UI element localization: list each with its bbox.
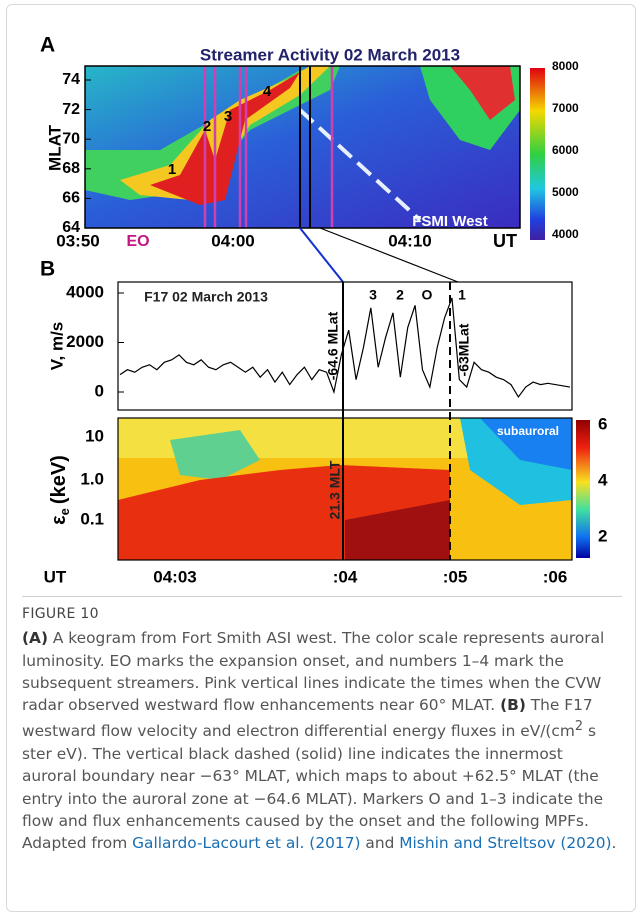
y-label: MLAT bbox=[45, 124, 64, 171]
x-tick-label: 04:10 bbox=[388, 231, 431, 250]
caption-bold: (A) bbox=[22, 629, 48, 648]
streamer-label: 1 bbox=[168, 161, 176, 178]
flow-marker: 3 bbox=[369, 287, 377, 303]
flow-marker: O bbox=[422, 287, 433, 303]
caption: FIGURE 10 (A) A keogram from Fort Smith … bbox=[22, 596, 622, 854]
e-tick-label: 0.1 bbox=[80, 509, 104, 528]
y-tick-label: 64 bbox=[62, 219, 80, 236]
e-tick-label: 1.0 bbox=[80, 469, 104, 488]
citation-link[interactable]: Mishin and Streltsov (2020) bbox=[399, 834, 612, 853]
v-label: V, m/s bbox=[47, 322, 66, 371]
colorbar-label: 6000 bbox=[552, 143, 579, 157]
streamer-label: 2 bbox=[203, 118, 211, 135]
e-symbol: ε bbox=[48, 515, 70, 525]
e-tick-label: 10 bbox=[85, 426, 104, 445]
streamer-label: 3 bbox=[224, 108, 232, 125]
y-tick-label: 2000 bbox=[66, 332, 104, 351]
connector bbox=[299, 227, 344, 283]
boundary-label: -63MLat bbox=[456, 323, 472, 376]
flow-marker: 2 bbox=[396, 287, 404, 303]
boundary-label: -64.6 MLat bbox=[325, 311, 341, 380]
caption-span: and bbox=[360, 834, 400, 853]
colorbar-label: 6 bbox=[598, 414, 607, 433]
dashed-trace bbox=[298, 108, 422, 222]
title-box bbox=[120, 288, 292, 308]
y-tick-label: 0 bbox=[95, 381, 104, 400]
figure: A Streamer Activity 02 March 2013 MLAT E… bbox=[40, 34, 608, 587]
spectrogram-region bbox=[480, 418, 572, 470]
caption-text: (A) A keogram from Fort Smith ASI west. … bbox=[22, 627, 622, 854]
panel-title: F17 02 March 2013 bbox=[144, 289, 268, 305]
panel-title: Streamer Activity 02 March 2013 bbox=[200, 45, 460, 64]
velocity-line bbox=[119, 297, 571, 399]
x-tick-label: :04 bbox=[333, 567, 358, 586]
colorbar-label: 8000 bbox=[552, 59, 579, 73]
caption-span: . bbox=[611, 834, 617, 853]
station-label: FSMI West bbox=[412, 213, 488, 230]
x-tick-label: 04:00 bbox=[211, 231, 254, 250]
streamer-label: 4 bbox=[263, 83, 272, 100]
colorbar-label: 7000 bbox=[552, 101, 579, 115]
e-subscript: e bbox=[57, 508, 72, 515]
connector bbox=[319, 227, 459, 283]
colorbar bbox=[530, 68, 545, 240]
e-unit: (keV) bbox=[48, 455, 70, 504]
spectrogram-region bbox=[345, 500, 450, 560]
y-tick-label: 70 bbox=[62, 130, 80, 147]
caption-label: FIGURE 10 bbox=[22, 606, 99, 622]
colorbar-label: 5000 bbox=[552, 185, 579, 199]
y-tick-label: 68 bbox=[62, 160, 80, 177]
caption-sup: 2 bbox=[574, 719, 584, 735]
spectrogram-region bbox=[170, 430, 260, 480]
x-unit: UT bbox=[44, 567, 67, 586]
x-tick-label: 04:03 bbox=[153, 567, 196, 586]
panel-letter: B bbox=[40, 258, 55, 281]
y-tick-label: 74 bbox=[62, 71, 80, 88]
e-label: εe (keV) bbox=[48, 455, 72, 525]
mlt-label: 21.3 MLT bbox=[327, 460, 343, 519]
velocity-frame bbox=[117, 281, 573, 411]
keogram-region bbox=[450, 66, 515, 120]
flow-marker: 1 bbox=[458, 287, 466, 303]
y-tick-label: 66 bbox=[62, 190, 80, 207]
colorbar-label: 4 bbox=[598, 470, 608, 489]
pass-lines bbox=[299, 66, 311, 228]
caption-bold: (B) bbox=[500, 696, 526, 715]
flow-lines bbox=[203, 66, 334, 228]
keogram-frame bbox=[84, 65, 521, 229]
colorbar-label: 4000 bbox=[552, 227, 579, 241]
y-tick-label: 4000 bbox=[66, 282, 104, 301]
x-tick-label: 03:50 bbox=[56, 231, 99, 250]
caption-span: The F17 westward flow velocity and elect… bbox=[22, 696, 593, 741]
caption-span: A keogram from Fort Smith ASI west. The … bbox=[22, 629, 605, 715]
colorbar-label: 2 bbox=[598, 526, 607, 545]
spectrogram-frame bbox=[117, 417, 573, 561]
x-tick-label: :05 bbox=[443, 567, 468, 586]
eo-label: EO bbox=[126, 233, 149, 250]
panel-letter: A bbox=[40, 34, 55, 57]
x-unit: UT bbox=[493, 231, 517, 251]
x-tick-label: :06 bbox=[543, 567, 568, 586]
region-label: subauroral bbox=[497, 424, 559, 438]
caption-span: s ster eV). The vertical black dashed (s… bbox=[22, 722, 604, 853]
colorbar bbox=[576, 420, 590, 558]
keogram-region bbox=[150, 72, 300, 205]
figure-card bbox=[6, 4, 636, 912]
citation-link[interactable]: Gallardo-Lacourt et al. (2017) bbox=[132, 834, 361, 853]
y-tick-label: 72 bbox=[62, 101, 80, 118]
